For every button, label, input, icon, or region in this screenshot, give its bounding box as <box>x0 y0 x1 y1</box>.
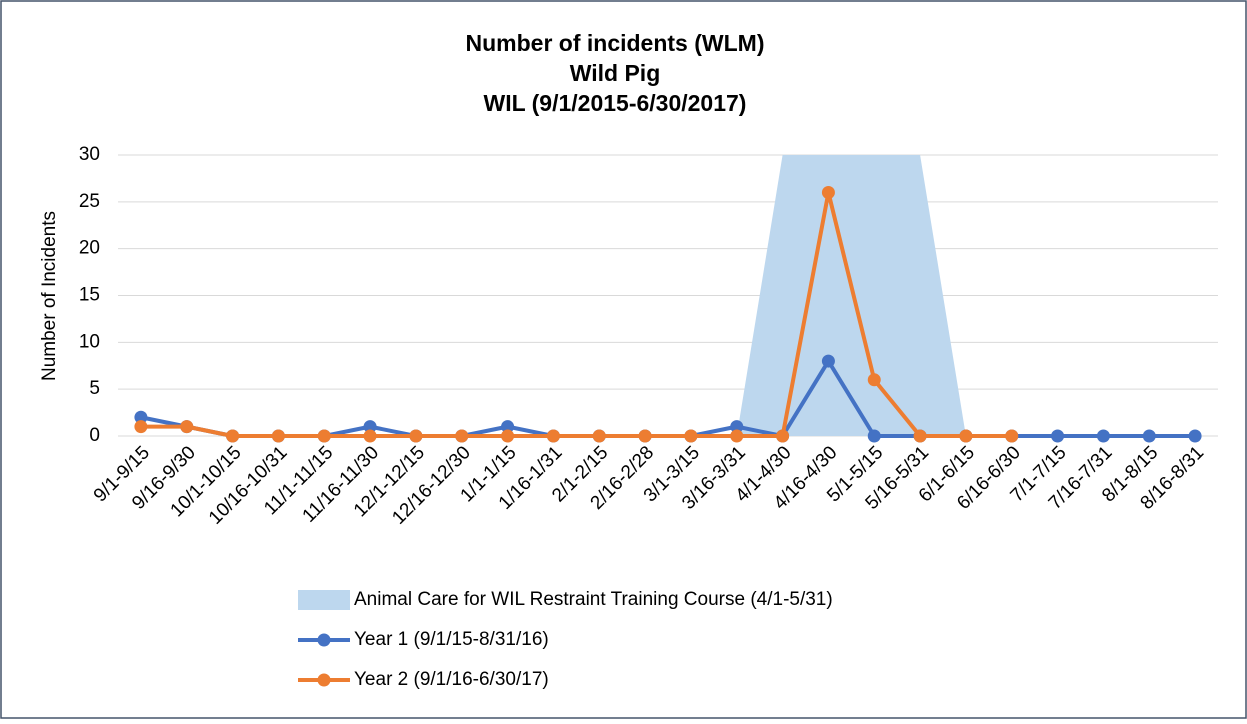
marker <box>1096 429 1110 443</box>
legend-label: Year 1 (9/1/15-8/31/16) <box>354 629 549 650</box>
marker <box>409 429 423 443</box>
marker <box>913 429 927 443</box>
marker <box>1142 429 1156 443</box>
marker <box>821 354 835 368</box>
marker <box>684 429 698 443</box>
marker <box>867 373 881 387</box>
legend-swatch <box>317 633 331 647</box>
marker <box>134 420 148 434</box>
marker <box>501 429 515 443</box>
marker <box>363 420 377 434</box>
marker <box>730 429 744 443</box>
y-tick-label: 0 <box>89 425 100 446</box>
marker <box>501 420 515 434</box>
legend-label: Year 2 (9/1/16-6/30/17) <box>354 669 549 690</box>
legend-label: Animal Care for WIL Restraint Training C… <box>354 589 833 610</box>
legend-swatch <box>298 590 350 610</box>
marker <box>134 410 148 424</box>
marker <box>1051 429 1065 443</box>
marker <box>638 429 652 443</box>
y-tick-label: 20 <box>79 238 100 259</box>
marker <box>226 429 240 443</box>
marker <box>546 429 560 443</box>
marker <box>776 429 790 443</box>
y-tick-label: 10 <box>79 331 100 352</box>
marker <box>1005 429 1019 443</box>
y-tick-label: 5 <box>89 378 100 399</box>
marker <box>317 429 331 443</box>
y-tick-label: 30 <box>79 144 100 165</box>
marker <box>821 185 835 199</box>
marker <box>271 429 285 443</box>
marker <box>455 429 469 443</box>
marker <box>363 429 377 443</box>
marker <box>1188 429 1202 443</box>
marker <box>180 420 194 434</box>
marker <box>959 429 973 443</box>
marker <box>592 429 606 443</box>
y-tick-label: 25 <box>79 191 100 212</box>
chart-title: Number of incidents (WLM) <box>466 30 765 56</box>
line <box>140 190 1012 438</box>
chart-title: Wild Pig <box>570 60 661 86</box>
y-axis-label: Number of Incidents <box>39 211 60 381</box>
marker <box>867 429 881 443</box>
legend-swatch <box>317 673 331 687</box>
y-tick-label: 15 <box>79 285 100 306</box>
marker <box>730 420 744 434</box>
chart-title: WIL (9/1/2015-6/30/2017) <box>484 90 747 116</box>
